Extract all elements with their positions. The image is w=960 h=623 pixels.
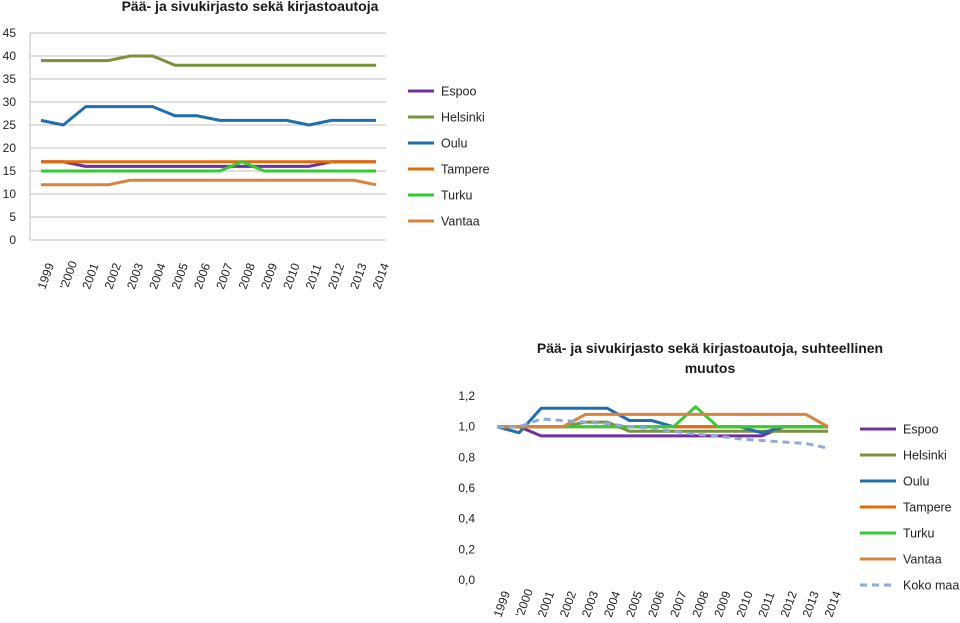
x-tick-label: 2004 (601, 589, 623, 619)
x-tick-label: '2000 (513, 587, 536, 619)
legend-label: Tampere (441, 163, 490, 177)
legend-label: Tampere (903, 501, 952, 515)
chart-title: Pää- ja sivukirjasto sekä kirjastoautoja (122, 0, 379, 14)
y-tick-label: 20 (3, 141, 17, 155)
x-tick-label: 2010 (733, 589, 755, 619)
series-line-helsinki (41, 54, 376, 67)
legend-label: Vantaa (441, 215, 480, 229)
legend-label: Oulu (903, 475, 929, 489)
legend-label: Helsinki (441, 111, 485, 125)
x-tick-label: 2009 (711, 589, 733, 619)
x-tick-label: 2012 (778, 589, 800, 619)
chart-2: Pää- ja sivukirjasto sekä kirjastoautoja… (458, 340, 959, 619)
y-tick-label: 15 (3, 164, 17, 178)
y-tick-label: 45 (3, 26, 17, 40)
y-tick-label: 35 (3, 72, 17, 86)
x-tick-label: 2008 (236, 261, 258, 291)
x-tick-label: 2006 (645, 589, 667, 619)
legend-label: Helsinki (903, 449, 947, 463)
x-tick-label: 1999 (491, 589, 513, 619)
y-tick-label: 0 (9, 233, 16, 247)
x-tick-label: 2001 (79, 261, 101, 291)
x-tick-label: 2004 (146, 261, 168, 291)
x-tick-label: 2007 (667, 589, 689, 619)
x-tick-label: 2007 (213, 261, 235, 291)
y-tick-label: 0,2 (458, 542, 475, 556)
y-tick-label: 40 (3, 49, 17, 63)
legend: Espoo Helsinki Oulu Tampere Turku Vantaa (408, 85, 490, 229)
legend-label: Oulu (441, 137, 467, 151)
y-tick-label: 0,0 (458, 573, 475, 587)
y-tick-label: 0,8 (458, 450, 475, 464)
x-tick-label: 1999 (35, 261, 57, 291)
x-tick-label: 2012 (325, 261, 347, 291)
x-tick-label: 2013 (347, 261, 369, 291)
legend-label: Koko maa (903, 579, 959, 593)
x-tick-label: 2014 (370, 261, 392, 291)
y-tick-label: 0,6 (458, 481, 475, 495)
series-line-vantaa (41, 178, 377, 187)
y-tick-label: 1,2 (458, 389, 475, 403)
series-line-oulu (496, 406, 828, 435)
y-tick-label: 0,4 (458, 512, 475, 526)
legend-label: Espoo (903, 423, 938, 437)
legend: Espoo Helsinki Oulu Tampere Turku Vantaa Koko … (860, 423, 959, 593)
y-tick-label: 1,0 (458, 420, 475, 434)
legend-label: Espoo (441, 85, 476, 99)
y-tick-label: 5 (9, 210, 16, 224)
x-tick-label: 2011 (755, 590, 777, 619)
x-tick-label: 2013 (800, 589, 822, 619)
x-tick-label: 2014 (822, 589, 844, 619)
x-tick-label: '2000 (57, 259, 80, 291)
legend-label: Turku (903, 527, 935, 541)
chart-title: Pää- ja sivukirjasto sekä kirjastoautoja… (537, 340, 883, 376)
x-tick-label: 2009 (258, 261, 280, 291)
series-line-vantaa (497, 412, 829, 429)
y-tick-label: 10 (3, 187, 17, 201)
x-tick-label: 2005 (623, 589, 645, 619)
series-line-koko-maa (497, 417, 829, 450)
x-tick-label: 2005 (169, 261, 191, 291)
series-line-turku (41, 160, 376, 173)
x-tick-label: 2002 (102, 261, 124, 291)
x-tick-label: 2003 (579, 589, 601, 619)
x-tick-label: 2008 (689, 589, 711, 619)
x-tick-label: 2006 (191, 261, 213, 291)
x-tick-label: 2002 (557, 589, 579, 619)
y-tick-label: 30 (3, 95, 17, 109)
x-tick-label: 2011 (303, 262, 325, 291)
series-line-espoo (41, 160, 376, 168)
x-tick-label: 2010 (280, 261, 302, 291)
legend-label: Turku (441, 189, 473, 203)
series-line-oulu (40, 105, 376, 127)
y-tick-label: 25 (3, 118, 17, 132)
x-tick-label: 2001 (535, 589, 557, 619)
x-tick-label: 2003 (124, 261, 146, 291)
legend-label: Vantaa (903, 553, 942, 567)
chart-1: Pää- ja sivukirjasto sekä kirjastoautoja… (3, 0, 490, 291)
